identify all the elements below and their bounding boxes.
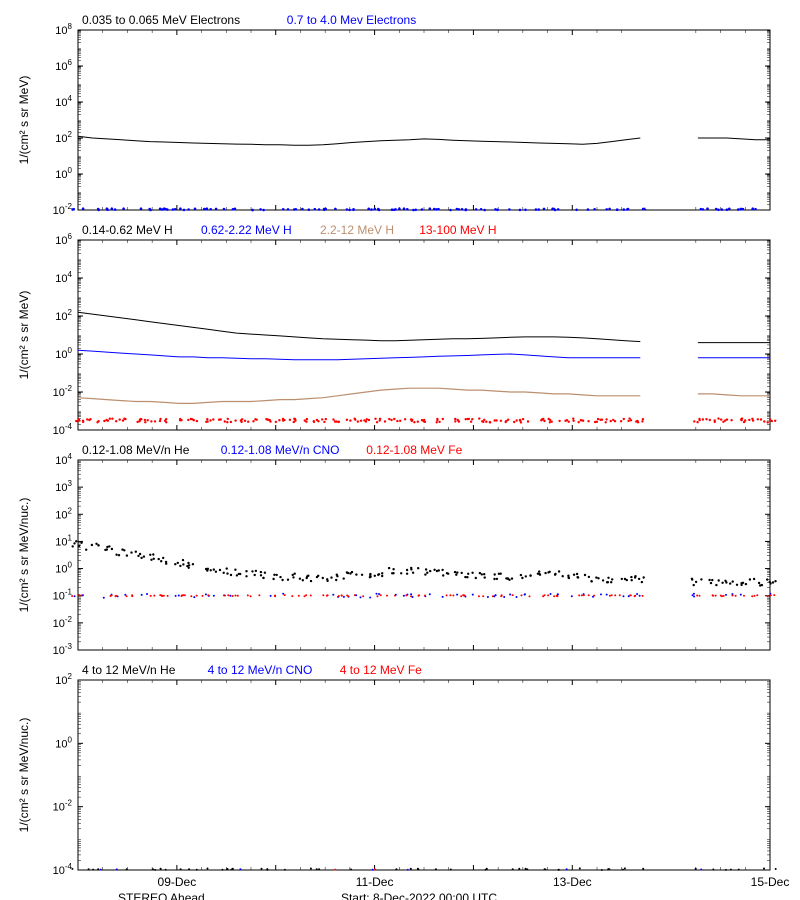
legend-item: 0.035 to 0.065 MeV Electrons <box>82 13 240 27</box>
y-axis-label: 1/(cm² s sr MeV) <box>17 291 31 380</box>
legend-item: 0.7 to 4.0 Mev Electrons <box>287 13 416 27</box>
legend-item: 13-100 MeV H <box>419 223 496 237</box>
y-axis-label: 1/(cm² s sr MeV) <box>17 76 31 165</box>
x-tick-label: 13-Dec <box>553 875 592 889</box>
footer-center: Start: 8-Dec-2022 00:00 UTC <box>341 891 497 900</box>
y-axis-label: 1/(cm² s sr MeV/nuc.) <box>17 718 31 833</box>
x-tick-label: 15-Dec <box>751 875 790 889</box>
legend-item: 2.2-12 MeV H <box>320 223 394 237</box>
legend-item: 0.14-0.62 MeV H <box>82 223 173 237</box>
legend-item: 0.12-1.08 MeV/n He <box>82 443 190 457</box>
x-tick-label: 09-Dec <box>158 875 197 889</box>
legend-item: 0.12-1.08 MeV/n CNO <box>221 443 340 457</box>
legend-item: 4 to 12 MeV/n CNO <box>208 663 313 677</box>
legend-item: 0.62-2.22 MeV H <box>201 223 292 237</box>
legend-item: 4 to 12 MeV/n He <box>82 663 176 677</box>
footer-left: STEREO Ahead <box>118 891 205 900</box>
legend-item: 4 to 12 MeV Fe <box>340 663 422 677</box>
chart-svg: 10-21001021041061081/(cm² s sr MeV)0.035… <box>0 0 800 900</box>
stereo-flux-chart: 10-21001021041061081/(cm² s sr MeV)0.035… <box>0 0 800 900</box>
y-axis-label: 1/(cm² s sr MeV/nuc.) <box>17 498 31 613</box>
x-tick-label: 11-Dec <box>356 875 394 889</box>
legend-item: 0.12-1.08 MeV Fe <box>366 443 462 457</box>
